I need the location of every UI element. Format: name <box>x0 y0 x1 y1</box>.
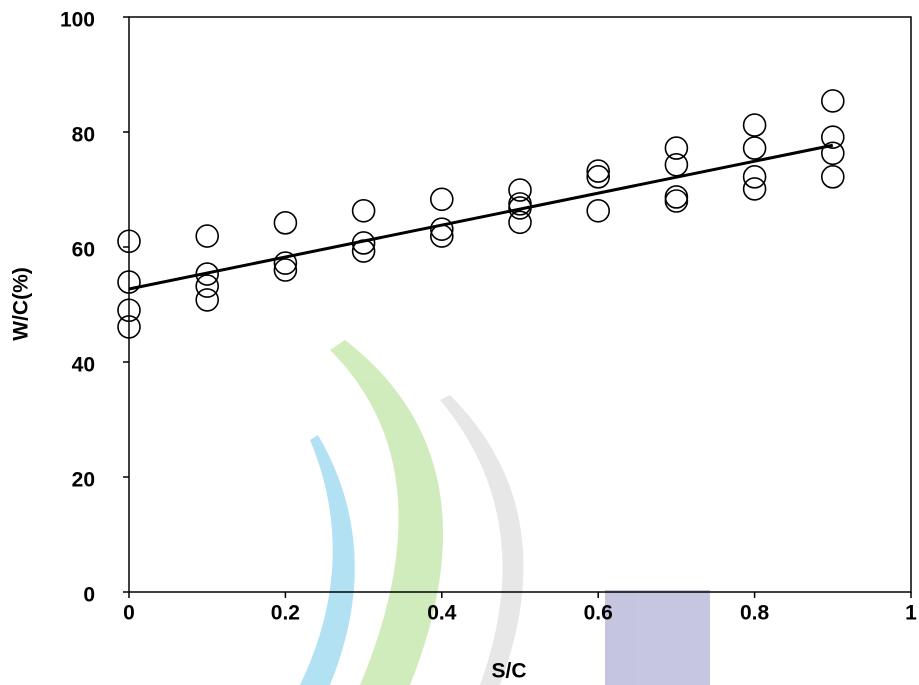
watermark-block <box>605 590 710 685</box>
scatter-point <box>820 89 845 113</box>
y-tick-label: 60 <box>72 239 95 262</box>
scatter-point <box>820 165 845 189</box>
x-axis-title: S/C <box>491 660 526 683</box>
x-tick-label: 1 <box>905 602 917 625</box>
y-tick-label: 40 <box>72 354 95 377</box>
y-tick-label: 100 <box>60 9 95 32</box>
x-tick-label: 0.8 <box>740 602 770 625</box>
scatter-point <box>195 288 219 312</box>
scatter-point <box>351 198 376 223</box>
plot-frame <box>128 16 912 593</box>
scatter-point <box>586 159 611 183</box>
watermark-arc <box>440 395 524 685</box>
scatter-point <box>742 136 767 160</box>
watermark <box>300 340 710 685</box>
scatter-point <box>742 177 767 201</box>
scatter-point <box>586 165 611 189</box>
scatter-point <box>586 198 611 223</box>
y-tick-label: 0 <box>83 584 95 607</box>
y-axis-title: W/C(%) <box>10 267 33 340</box>
scatter-point <box>273 251 298 275</box>
x-tick-label: 0.2 <box>271 602 300 625</box>
scatter-point <box>664 152 689 177</box>
watermark-arc <box>330 340 444 685</box>
scatter-point <box>429 217 454 241</box>
scatter-point <box>195 224 219 248</box>
scatter-point <box>742 113 767 137</box>
scatter-point <box>117 315 141 339</box>
scatter-point <box>273 258 298 282</box>
scatter-point <box>195 274 219 298</box>
x-tick-label: 0.4 <box>427 602 457 625</box>
scatter-point <box>742 165 767 189</box>
scatter-point <box>508 210 532 235</box>
scatter-point <box>117 229 141 254</box>
scatter-point <box>820 141 845 166</box>
scatter-point <box>664 189 689 213</box>
trend-line <box>128 143 834 291</box>
scatter-point <box>117 270 141 294</box>
scatter-point <box>429 187 454 212</box>
scatter-point <box>664 136 689 160</box>
y-tick-label: 20 <box>72 469 95 492</box>
scatter-point <box>820 125 845 149</box>
x-tick-label: 0.6 <box>584 602 613 625</box>
scatter-point <box>508 178 532 202</box>
scatter-point <box>273 211 298 235</box>
scatter-point <box>117 298 141 323</box>
x-tick-label: 0 <box>123 602 135 625</box>
y-tick-label: 80 <box>72 124 95 147</box>
watermark-arc <box>300 435 355 685</box>
